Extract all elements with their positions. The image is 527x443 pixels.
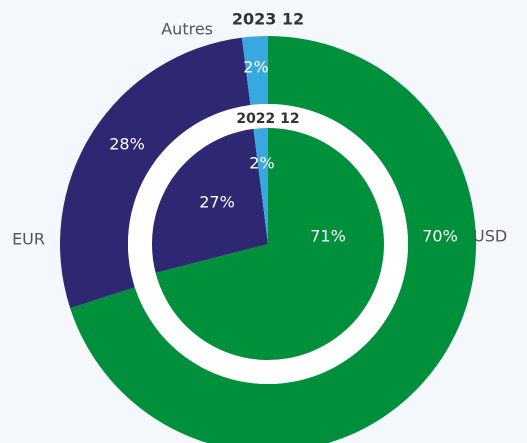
data-label: 71% xyxy=(310,227,346,246)
category-label: Autres xyxy=(161,20,213,39)
slice xyxy=(241,36,268,106)
slice xyxy=(151,128,268,273)
series-label: 2023 12 xyxy=(232,10,304,29)
slice xyxy=(59,37,251,309)
slice xyxy=(70,36,476,443)
slice xyxy=(155,128,384,360)
data-label: 2% xyxy=(249,154,274,173)
series-label: 2022 12 xyxy=(236,111,299,127)
slice xyxy=(253,128,268,244)
data-label: 27% xyxy=(199,193,235,212)
category-label: USD xyxy=(473,227,507,246)
data-label: 28% xyxy=(109,135,145,154)
data-label: 2% xyxy=(243,58,268,77)
category-label: EUR xyxy=(12,230,45,249)
data-label: 70% xyxy=(422,227,458,246)
